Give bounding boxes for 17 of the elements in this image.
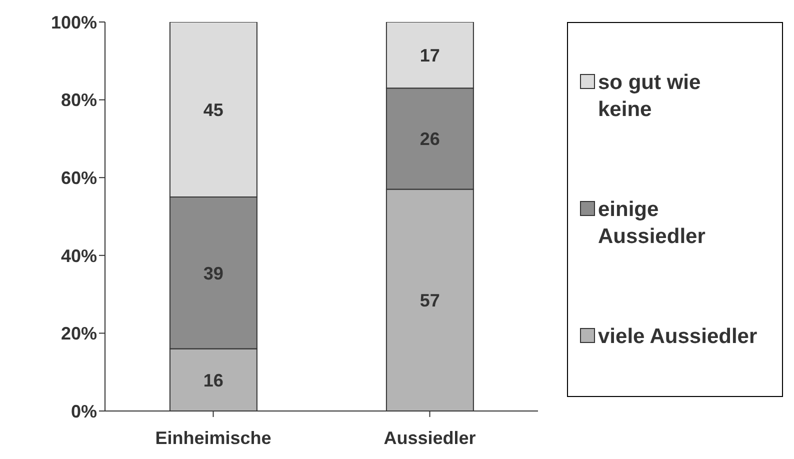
data-label: 45: [203, 100, 224, 120]
legend-label: so gut wie keine: [598, 70, 702, 124]
x-tick-label: Aussiedler: [384, 428, 476, 448]
y-tick-label: 60%: [60, 168, 97, 188]
y-tick-label: 40%: [60, 246, 97, 266]
y-tick-label: 100%: [50, 12, 97, 32]
x-tick-label: Einheimische: [155, 428, 272, 448]
data-label: 17: [420, 45, 440, 66]
data-label: 57: [420, 290, 440, 311]
y-tick-label: 80%: [60, 90, 97, 110]
legend-label: viele Aussiedler: [598, 324, 758, 350]
legend-label: einige Aussiedler: [598, 196, 706, 250]
data-label: 39: [203, 263, 224, 284]
data-label: 26: [420, 129, 440, 150]
y-tick-label: 20%: [60, 324, 97, 344]
data-label: 16: [203, 370, 224, 390]
y-tick-label: 0%: [70, 401, 97, 422]
